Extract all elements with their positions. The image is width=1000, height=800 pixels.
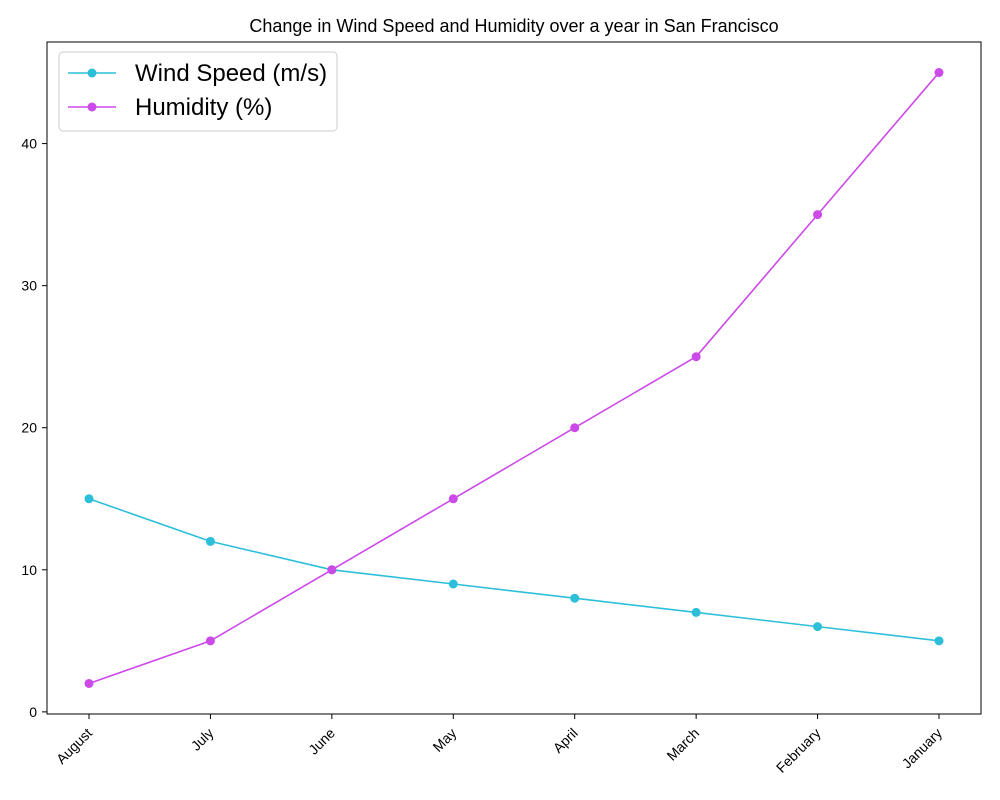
y-tick-label: 10 [21, 562, 37, 578]
series-1 [84, 68, 944, 688]
data-point [327, 565, 337, 575]
data-point [691, 607, 701, 617]
y-tick-label: 30 [21, 278, 37, 294]
legend-item: Humidity (%) [68, 94, 272, 121]
data-point [84, 494, 94, 504]
data-point [934, 636, 944, 646]
x-axis: August July June May April March February Janua… [53, 714, 945, 776]
data-point [205, 636, 215, 646]
x-tick-label: January [899, 725, 946, 772]
data-point [570, 593, 580, 603]
y-axis: 0 10 20 30 40 [21, 136, 47, 720]
data-point [84, 678, 94, 688]
series-line [88, 72, 940, 685]
legend: Wind Speed (m/s) Humidity (%) [58, 51, 338, 132]
x-tick-label: May [429, 725, 459, 755]
y-tick-label: 40 [21, 136, 37, 152]
x-tick-label: April [550, 725, 581, 756]
x-tick-label: August [53, 725, 95, 767]
data-point [205, 536, 215, 546]
data-point [448, 494, 458, 504]
x-tick-label: March [663, 725, 702, 764]
data-point [813, 210, 823, 220]
legend-label: Wind Speed (m/s) [135, 60, 327, 87]
x-tick-label: February [773, 725, 824, 776]
data-point [813, 622, 823, 632]
data-point [691, 352, 701, 362]
x-tick-label: June [305, 725, 338, 758]
x-tick-label: July [188, 725, 217, 754]
series-line [88, 498, 940, 642]
legend-marker-swatch [87, 68, 97, 78]
y-tick-label: 20 [21, 420, 37, 436]
chart-title: Change in Wind Speed and Humidity over a… [249, 16, 778, 36]
data-point [934, 68, 944, 78]
legend-box [58, 51, 338, 132]
y-tick-label: 0 [29, 704, 37, 720]
legend-item: Wind Speed (m/s) [68, 60, 327, 87]
series-layer [84, 68, 944, 688]
plot-area [46, 41, 982, 715]
legend-label: Humidity (%) [135, 94, 272, 121]
legend-marker-swatch [87, 102, 97, 112]
data-point [570, 423, 580, 433]
series-0 [84, 494, 944, 646]
data-point [448, 579, 458, 589]
